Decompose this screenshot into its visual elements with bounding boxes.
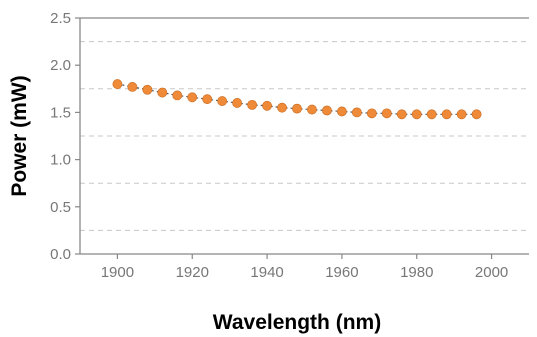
data-point [202,94,213,105]
axes [75,17,529,259]
data-point [411,109,422,120]
x-tick-label: 1900 [101,264,134,281]
grid-lines [80,41,529,231]
data-point [396,109,407,120]
x-tick-label: 1980 [400,264,433,281]
y-tick-label: 2.0 [50,57,71,74]
data-point [277,102,287,113]
data-points [112,79,482,120]
data-point [426,109,437,120]
y-tick-label: 0.5 [50,199,71,216]
data-point [112,79,123,89]
data-point [142,84,153,95]
y-axis-title: Power (mW) [8,75,31,196]
data-point [456,109,467,120]
data-point [217,96,228,106]
data-point [337,106,347,117]
x-axis-title: Wavelength (nm) [213,311,381,334]
data-point [366,108,377,119]
data-point [127,82,138,92]
y-tick-label: 1.0 [50,152,71,169]
data-point [247,99,258,110]
data-point [307,104,317,115]
data-point [471,109,482,120]
data-point [262,100,272,111]
data-point [292,103,302,114]
y-tick-label: 1.5 [50,104,71,121]
data-point [322,105,332,116]
y-tick-label: 2.5 [50,10,71,27]
data-point [441,109,452,120]
data-point [381,108,392,119]
data-point [172,90,183,101]
x-tick-label: 1920 [176,264,209,281]
tick-labels: 0.0 0.5 1.0 1.5 2.0 2.5 1900 1920 1940 1960 1980 20… [50,10,508,281]
x-tick-label: 2000 [475,264,508,281]
data-point [351,107,362,118]
x-tick-label: 1940 [250,264,283,281]
y-tick-label: 0.0 [50,246,71,263]
x-tick-label: 1960 [325,264,358,281]
data-point [232,98,243,108]
data-point [187,92,198,103]
data-point [157,87,168,98]
